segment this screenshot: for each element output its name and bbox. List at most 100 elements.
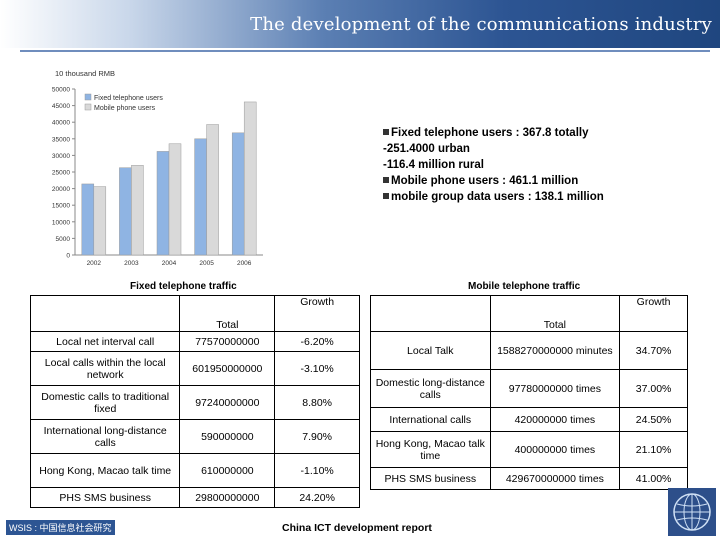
x-tick-label: 2003 — [124, 260, 139, 267]
table-row: Hong Kong, Macao talk time 610000000 -1.… — [29, 453, 360, 488]
table-row: International calls 420000000 times 24.5… — [370, 407, 688, 432]
row-growth: -6.20% — [274, 331, 360, 352]
row-name: PHS SMS business — [370, 467, 491, 490]
row-growth: 41.00% — [619, 467, 688, 490]
summary-text: -116.4 million rural — [383, 159, 484, 171]
row-growth: 37.00% — [619, 369, 688, 408]
summary-line: mobile group data users : 138.1 million — [383, 189, 703, 205]
y-tick-label: 15000 — [52, 203, 70, 210]
bar-mobile-phone-users — [206, 124, 219, 256]
bar-fixed-telephone-users — [231, 132, 245, 256]
header-total: Total — [179, 295, 276, 332]
y-tick-label: 30000 — [52, 153, 70, 160]
mobile-traffic-caption: Mobile telephone traffic — [468, 281, 581, 292]
row-name: Hong Kong, Macao talk time — [29, 453, 181, 488]
summary-line: -251.4000 urban — [383, 141, 703, 157]
users-bar-chart: 10 thousand RMB 0 5000 10000 15000 20000 25000… — [52, 69, 263, 267]
row-name: Local Talk — [370, 331, 491, 370]
row-total: 97780000000 times — [489, 369, 621, 408]
legend-swatch — [84, 93, 92, 101]
header-blank — [370, 295, 491, 332]
row-growth: 34.70% — [619, 331, 688, 370]
table-row: PHS SMS business 29800000000 24.20% — [29, 487, 360, 508]
row-growth: 8.80% — [274, 385, 360, 420]
table-row: Local net interval call 77570000000 -6.2… — [29, 331, 360, 352]
table-header-row: Total Growth — [29, 295, 360, 332]
bar-fixed-telephone-users — [156, 151, 170, 256]
row-growth: 21.10% — [619, 431, 688, 468]
row-total: 97240000000 — [179, 385, 276, 420]
row-name: Domestic long-distance calls — [370, 369, 491, 408]
bar-mobile-phone-users — [243, 101, 257, 256]
row-total: 29800000000 — [179, 487, 276, 508]
title-bar: The development of the communications in… — [0, 0, 720, 48]
title-divider — [20, 50, 710, 52]
row-name: Local calls within the local network — [29, 351, 181, 386]
bar-mobile-phone-users — [131, 165, 144, 256]
row-total: 420000000 times — [489, 407, 621, 432]
y-axis-label: 10 thousand RMB — [55, 69, 115, 78]
table-row: Local calls within the local network 601… — [29, 351, 360, 386]
row-name: Local net interval call — [29, 331, 181, 352]
row-total: 610000000 — [179, 453, 276, 488]
header-blank — [29, 295, 181, 332]
summary-line: Mobile phone users : 461.1 million — [383, 173, 703, 189]
y-tick-label: 5000 — [56, 236, 71, 243]
row-name: Domestic calls to traditional fixed — [29, 385, 181, 420]
header-growth: Growth — [619, 295, 688, 332]
bar-mobile-phone-users — [93, 186, 107, 256]
bullet-icon — [383, 177, 389, 183]
row-name: International long-distance calls — [29, 419, 181, 454]
y-tick-label: 50000 — [52, 87, 70, 94]
summary-text: mobile group data users : 138.1 million — [391, 191, 604, 203]
globe-icon — [668, 488, 716, 536]
y-tick-label: 40000 — [52, 120, 70, 127]
header-total: Total — [489, 295, 621, 332]
summary-line: -116.4 million rural — [383, 157, 703, 173]
bullet-icon — [383, 129, 389, 135]
summary-line: Fixed telephone users : 367.8 totally — [383, 125, 703, 141]
row-total: 590000000 — [179, 419, 276, 454]
fixed-traffic-table: Total Growth Local net interval call 775… — [29, 295, 360, 508]
header-growth: Growth — [274, 295, 360, 332]
y-tick-label: 0 — [66, 253, 70, 260]
row-name: PHS SMS business — [29, 487, 181, 508]
bar-fixed-telephone-users — [119, 167, 132, 256]
footer-source: China ICT development report — [282, 522, 432, 534]
table-row: International long-distance calls 590000… — [29, 419, 360, 454]
fixed-traffic-caption: Fixed telephone traffic — [130, 281, 237, 292]
row-total: 429670000000 times — [489, 467, 621, 490]
table-row: PHS SMS business 429670000000 times 41.0… — [370, 467, 688, 490]
user-summary: Fixed telephone users : 367.8 totally -2… — [383, 125, 703, 205]
row-growth: 24.20% — [274, 487, 360, 508]
y-tick-label: 25000 — [52, 170, 70, 177]
y-tick-label: 20000 — [52, 186, 70, 193]
row-total: 400000000 times — [489, 431, 621, 468]
bar-fixed-telephone-users — [81, 183, 95, 256]
row-name: Hong Kong, Macao talk time — [370, 431, 491, 468]
bar-fixed-telephone-users — [194, 138, 207, 256]
table-row: Local Talk 1588270000000 minutes 34.70% — [370, 331, 688, 370]
footer-organization: WSIS : 中国信息社会研究 — [6, 520, 115, 535]
legend-label: Fixed telephone users — [94, 95, 163, 102]
page-title: The development of the communications in… — [250, 14, 712, 35]
row-total: 1588270000000 minutes — [489, 331, 621, 370]
y-tick-label: 10000 — [52, 219, 70, 226]
row-growth: 24.50% — [619, 407, 688, 432]
mobile-traffic-table: Total Growth Local Talk 1588270000000 mi… — [370, 295, 688, 490]
x-tick-label: 2002 — [87, 260, 102, 267]
x-tick-label: 2005 — [199, 260, 214, 267]
table-header-row: Total Growth — [370, 295, 688, 332]
row-growth: 7.90% — [274, 419, 360, 454]
row-growth: -1.10% — [274, 453, 360, 488]
summary-text: Fixed telephone users : 367.8 totally — [391, 127, 589, 139]
table-row: Hong Kong, Macao talk time 400000000 tim… — [370, 431, 688, 468]
y-tick-label: 45000 — [52, 103, 70, 110]
x-tick-label: 2006 — [237, 260, 252, 267]
summary-text: Mobile phone users : 461.1 million — [391, 175, 579, 187]
table-row: Domestic long-distance calls 97780000000… — [370, 369, 688, 408]
summary-text: -251.4000 urban — [383, 143, 470, 155]
row-name: International calls — [370, 407, 491, 432]
legend-label: Mobile phone users — [94, 105, 156, 112]
bullet-icon — [383, 193, 389, 199]
